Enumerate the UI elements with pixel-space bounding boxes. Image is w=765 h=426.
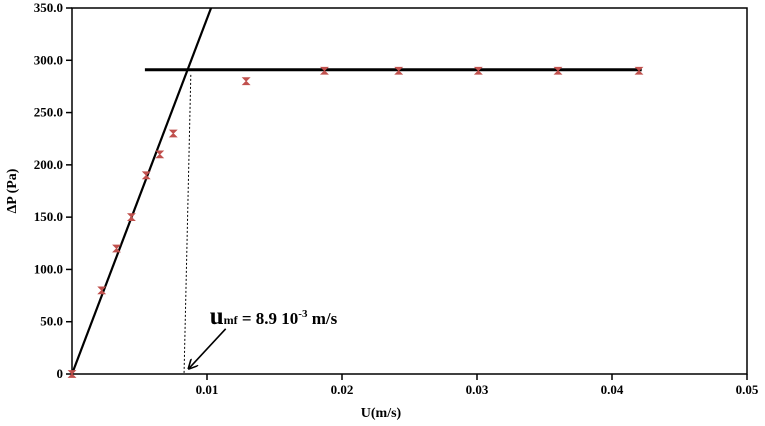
data-point (394, 66, 404, 75)
y-tick-label: 300.0 (34, 52, 63, 67)
y-tick-label: 50.0 (40, 314, 63, 329)
data-point (97, 286, 107, 295)
y-tick-label: 0 (57, 366, 64, 381)
plot-area-frame (71, 7, 748, 375)
x-tick-label: 0.04 (601, 382, 624, 397)
data-point (319, 66, 329, 75)
umf-unit: m/s (307, 309, 337, 328)
fit-lines (70, 7, 642, 375)
umf-guide-line (183, 74, 192, 375)
data-point (634, 66, 644, 75)
umf-superscript: -3 (298, 308, 308, 320)
umf-annotation: umf = 8.9 10-3 m/s (189, 303, 338, 368)
y-tick-label: 100.0 (34, 261, 63, 276)
y-axis-title: ΔP (Pa) (5, 168, 20, 213)
data-point (155, 150, 165, 159)
data-points (67, 66, 644, 378)
umf-value: = 8.9 10 (238, 309, 299, 328)
umf-subscript: mf (224, 313, 239, 327)
x-axis-title: U(m/s) (361, 406, 402, 421)
data-point (126, 213, 136, 222)
x-axis: 0.01 0.02 0.03 0.04 0.05 (196, 374, 759, 397)
y-axis: 0 50.0 100.0 150.0 200.0 250.0 300.0 350.0 (34, 0, 72, 381)
umf-guide (183, 74, 192, 375)
x-tick-label: 0.02 (331, 382, 354, 397)
umf-label: umf = 8.9 10-3 m/s (210, 303, 338, 330)
data-point (141, 171, 151, 180)
data-point (241, 77, 251, 86)
y-tick-label: 350.0 (34, 0, 63, 15)
rising-fit-line (70, 7, 213, 375)
y-tick-label: 250.0 (34, 105, 63, 120)
x-tick-label: 0.03 (466, 382, 489, 397)
data-point (67, 370, 77, 378)
data-point (473, 66, 483, 75)
data-point (553, 66, 563, 75)
x-tick-label: 0.05 (736, 382, 759, 397)
umf-arrow (189, 328, 227, 368)
x-tick-label: 0.01 (196, 382, 219, 397)
data-point (168, 129, 178, 138)
y-tick-label: 200.0 (34, 157, 63, 172)
data-point (112, 244, 122, 253)
umf-symbol: u (210, 303, 224, 330)
y-tick-label: 150.0 (34, 209, 63, 224)
